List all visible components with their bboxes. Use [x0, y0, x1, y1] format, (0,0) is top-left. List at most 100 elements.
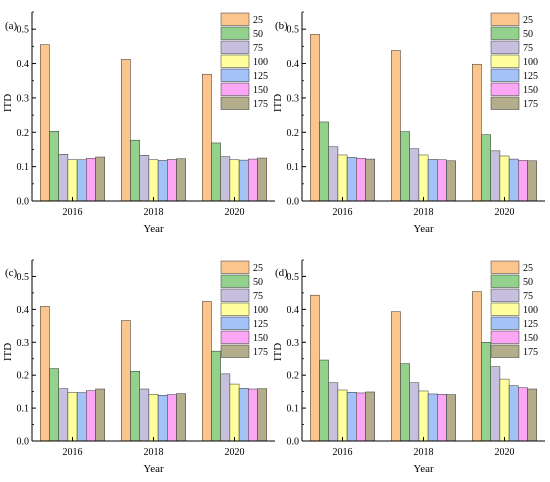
bar	[437, 394, 447, 442]
bar	[248, 388, 258, 442]
legend-swatch	[490, 302, 520, 316]
x-tick-label: 2016	[333, 207, 353, 218]
legend-label: 50	[523, 277, 533, 288]
bar	[337, 389, 348, 442]
legend-label: 50	[253, 29, 263, 40]
legend-swatch	[220, 12, 250, 26]
y-tick-label: 0.5	[287, 25, 300, 36]
bar	[176, 393, 186, 442]
legend-swatch	[490, 288, 520, 302]
bar	[248, 158, 258, 202]
panel-label: (d)	[275, 267, 288, 279]
bar	[40, 306, 50, 442]
legend-swatch	[220, 68, 250, 82]
bar	[400, 131, 410, 202]
y-tick-label: 0.1	[287, 162, 300, 173]
bar	[508, 158, 519, 202]
legend-swatch	[220, 302, 250, 316]
bar	[527, 388, 537, 442]
x-tick-label: 2018	[414, 207, 434, 218]
y-tick-label: 0.5	[287, 272, 300, 283]
legend-swatch	[490, 82, 520, 96]
bar	[527, 160, 537, 202]
legend-label: 75	[253, 291, 263, 302]
legend-swatch	[490, 344, 520, 358]
y-axis-title: ITD	[2, 94, 14, 112]
legend-swatch	[220, 82, 250, 96]
x-tick-label: 2018	[144, 207, 164, 218]
bar	[211, 142, 221, 202]
legend-label: 125	[523, 71, 538, 82]
legend-label: 75	[253, 43, 263, 54]
legend: 25 50 75 100 125 150 175	[490, 260, 538, 358]
bar	[139, 388, 150, 442]
chart-panel-b: 0.0 0.1 0.2 0.3 0.4 0.5 2016 2018 2020 Year ITD (b)…	[272, 11, 545, 235]
bar	[400, 363, 410, 442]
legend-swatch	[220, 54, 250, 68]
bar	[310, 34, 320, 202]
legend-swatch	[490, 274, 520, 288]
bar	[238, 159, 249, 202]
y-tick-label: 0.3	[17, 338, 30, 349]
x-tick-label: 2020	[495, 207, 515, 218]
bar	[337, 154, 348, 202]
bar	[499, 155, 510, 202]
y-tick-label: 0.0	[287, 437, 300, 448]
bar	[157, 395, 168, 442]
legend-swatch	[490, 96, 520, 110]
bar	[356, 392, 366, 442]
legend-label: 125	[253, 319, 268, 330]
bar	[328, 382, 339, 442]
y-axis-title: ITD	[2, 343, 14, 361]
y-tick-label: 0.4	[17, 305, 30, 316]
bar	[365, 158, 375, 202]
legend-swatch	[490, 26, 520, 40]
bar	[481, 342, 491, 442]
x-tick-label: 2016	[63, 447, 83, 458]
legend-label: 50	[253, 277, 263, 288]
y-axis-title: ITD	[272, 94, 284, 112]
bar	[220, 373, 231, 442]
bar	[437, 159, 447, 202]
bar	[472, 291, 482, 442]
legend-label: 150	[253, 333, 268, 344]
legend-swatch	[220, 40, 250, 54]
bar	[319, 121, 329, 202]
x-tick-label: 2018	[144, 447, 164, 458]
legend-label: 175	[253, 99, 268, 110]
bar	[446, 394, 456, 442]
x-axis-title: Year	[143, 463, 164, 475]
bar	[481, 134, 491, 202]
y-tick-label: 0.0	[17, 437, 30, 448]
legend-label: 25	[253, 263, 263, 274]
bar	[346, 392, 357, 442]
x-tick-label: 2020	[495, 447, 515, 458]
chart-panel-d: 0.0 0.1 0.2 0.3 0.4 0.5 2016 2018 2020 Year ITD (d)…	[272, 259, 545, 475]
bar	[202, 301, 212, 442]
bar	[446, 160, 456, 202]
chart-panel-c: 0.0 0.1 0.2 0.3 0.4 0.5 2016 2018 2020 Year ITD (c)…	[2, 259, 275, 475]
bar	[139, 155, 150, 202]
legend-swatch	[220, 330, 250, 344]
bar	[148, 394, 159, 442]
bar	[176, 158, 186, 202]
bar	[49, 130, 59, 202]
y-tick-label: 0.4	[287, 59, 300, 70]
bar	[418, 390, 429, 442]
bar	[167, 159, 177, 202]
legend-swatch	[490, 68, 520, 82]
legend-label: 25	[523, 15, 533, 26]
x-tick-label: 2020	[225, 447, 245, 458]
bar	[95, 156, 105, 202]
y-tick-label: 0.2	[17, 128, 30, 139]
bar	[472, 63, 482, 202]
bar	[499, 378, 510, 442]
chart-panel-a: 0.0 0.1 0.2 0.3 0.4 0.5 2016 2018 2020 Year ITD (a)…	[2, 11, 275, 235]
x-tick-label: 2016	[333, 447, 353, 458]
bar	[518, 387, 528, 442]
bar	[67, 392, 78, 442]
bar	[427, 393, 438, 442]
y-tick-label: 0.3	[287, 338, 300, 349]
legend-swatch	[490, 330, 520, 344]
